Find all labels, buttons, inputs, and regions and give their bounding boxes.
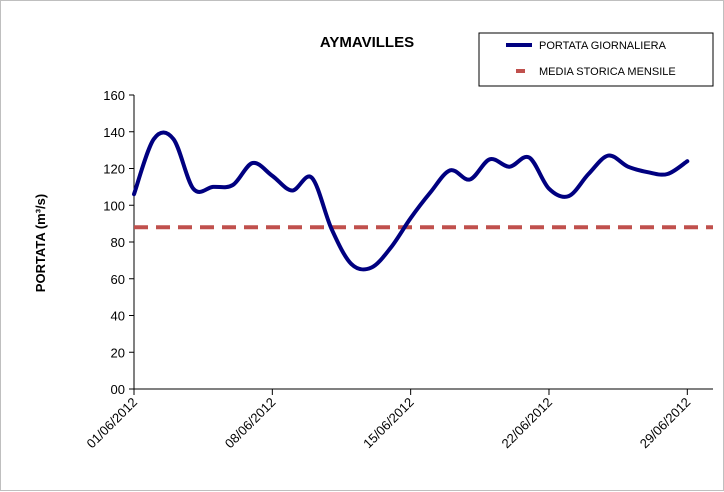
y-tick-label: 40 [111,309,125,324]
y-tick-label: 80 [111,235,125,250]
y-tick-label: 60 [111,272,125,287]
y-tick-label: 00 [111,382,125,397]
x-tick-label: 22/06/2012 [498,395,555,452]
y-tick-label: 20 [111,345,125,360]
x-tick-label: 15/06/2012 [360,395,417,452]
y-tick-label: 120 [103,162,125,177]
chart-title: AYMAVILLES [320,34,414,51]
plot-area [132,130,713,272]
x-tick-label: 29/06/2012 [637,395,694,452]
legend: PORTATA GIORNALIERA MEDIA STORICA MENSIL… [478,32,714,87]
series-line-portata-giornaliera [132,130,690,272]
axes: 00 20 40 60 80 100 120 140 160 01/06/2012 08/06/20… [83,88,713,451]
legend-label-daily: PORTATA GIORNALIERA [539,40,667,52]
legend-box [478,32,714,87]
y-tick-label: 100 [103,198,125,213]
x-tick-label: 08/06/2012 [222,395,279,452]
y-axis-label: PORTATA (m³/s) [33,194,48,292]
y-tick-label: 140 [103,125,125,140]
legend-label-mean: MEDIA STORICA MENSILE [539,66,676,78]
y-tick-label: 160 [103,88,125,103]
x-tick-label: 01/06/2012 [83,395,140,452]
